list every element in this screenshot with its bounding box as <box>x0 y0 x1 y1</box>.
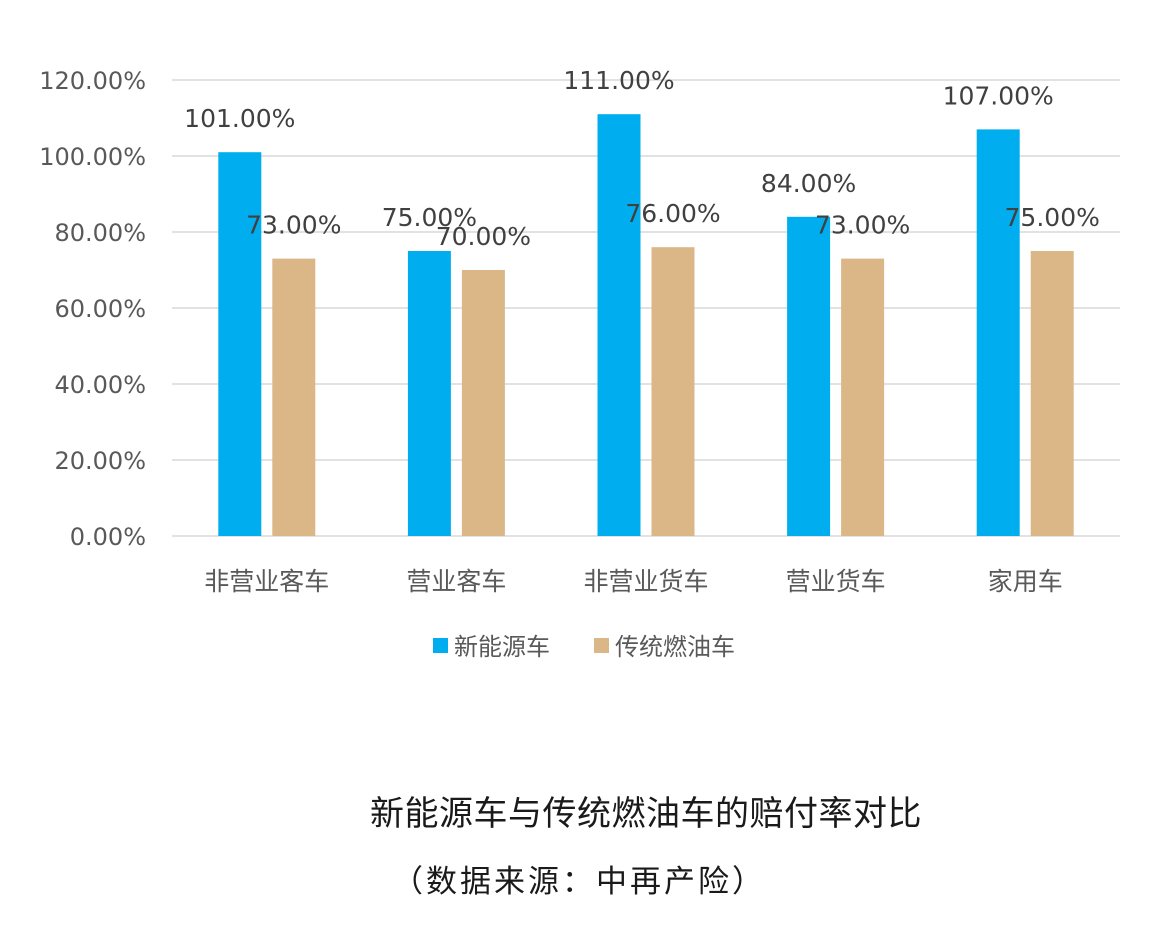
bar-new-energy <box>218 152 262 536</box>
bar-traditional <box>841 258 885 536</box>
chart-caption-title: 新能源车与传统燃油车的赔付率对比 <box>370 794 922 834</box>
data-source-note: （数据来源：中再产险） <box>392 864 766 900</box>
data-label: 73.00% <box>246 211 341 240</box>
legend-label: 新能源车 <box>454 633 550 661</box>
y-tick-label: 40.00% <box>54 371 146 399</box>
bar-traditional <box>272 258 316 536</box>
legend-item-traditional: 传统燃油车 <box>594 633 735 661</box>
x-tick-label: 营业客车 <box>406 567 506 596</box>
data-label: 76.00% <box>625 199 720 228</box>
bar-new-energy <box>787 216 831 537</box>
gridlines <box>172 79 1120 537</box>
bars <box>218 114 1074 537</box>
data-label: 75.00% <box>1005 203 1100 232</box>
x-axis-tick-labels: 非营业客车 营业客车 非营业货车 营业货车 家用车 <box>204 567 1062 596</box>
data-label: 70.00% <box>436 222 531 251</box>
y-tick-label: 0.00% <box>70 523 146 551</box>
legend-item-new-energy: 新能源车 <box>433 633 550 661</box>
legend-label: 传统燃油车 <box>615 633 735 661</box>
chart: 0.00% 20.00% 40.00% 60.00% 80.00% 100.00% 120.… <box>39 66 1120 661</box>
legend: 新能源车 传统燃油车 <box>433 633 735 661</box>
legend-swatch <box>433 638 448 653</box>
y-tick-label: 100.00% <box>39 143 146 171</box>
data-label: 75.00% <box>382 203 477 232</box>
y-axis-tick-labels: 0.00% 20.00% 40.00% 60.00% 80.00% 100.00% 120.… <box>39 67 146 551</box>
bar-traditional <box>461 270 505 536</box>
y-tick-label: 20.00% <box>54 447 146 475</box>
bar-traditional <box>651 247 695 536</box>
data-label: 107.00% <box>943 81 1054 110</box>
x-tick-label: 家用车 <box>988 567 1063 596</box>
data-label: 111.00% <box>563 66 674 95</box>
x-tick-label: 非营业客车 <box>204 567 329 596</box>
y-tick-label: 60.00% <box>54 295 146 323</box>
data-label: 73.00% <box>815 211 910 240</box>
x-tick-label: 非营业货车 <box>583 567 708 596</box>
bar-new-energy <box>597 114 641 536</box>
bar-new-energy <box>407 251 451 536</box>
bar-new-energy <box>976 129 1020 536</box>
y-tick-label: 80.00% <box>54 219 146 247</box>
x-tick-label: 营业货车 <box>786 567 886 596</box>
bar-traditional <box>1030 251 1074 536</box>
data-label: 101.00% <box>184 104 295 133</box>
data-labels: 101.00%73.00% 75.00%70.00%111.00%76.00%84… <box>184 66 1100 251</box>
y-tick-label: 120.00% <box>39 67 146 95</box>
data-label: 84.00% <box>761 169 856 198</box>
legend-swatch <box>594 638 609 653</box>
